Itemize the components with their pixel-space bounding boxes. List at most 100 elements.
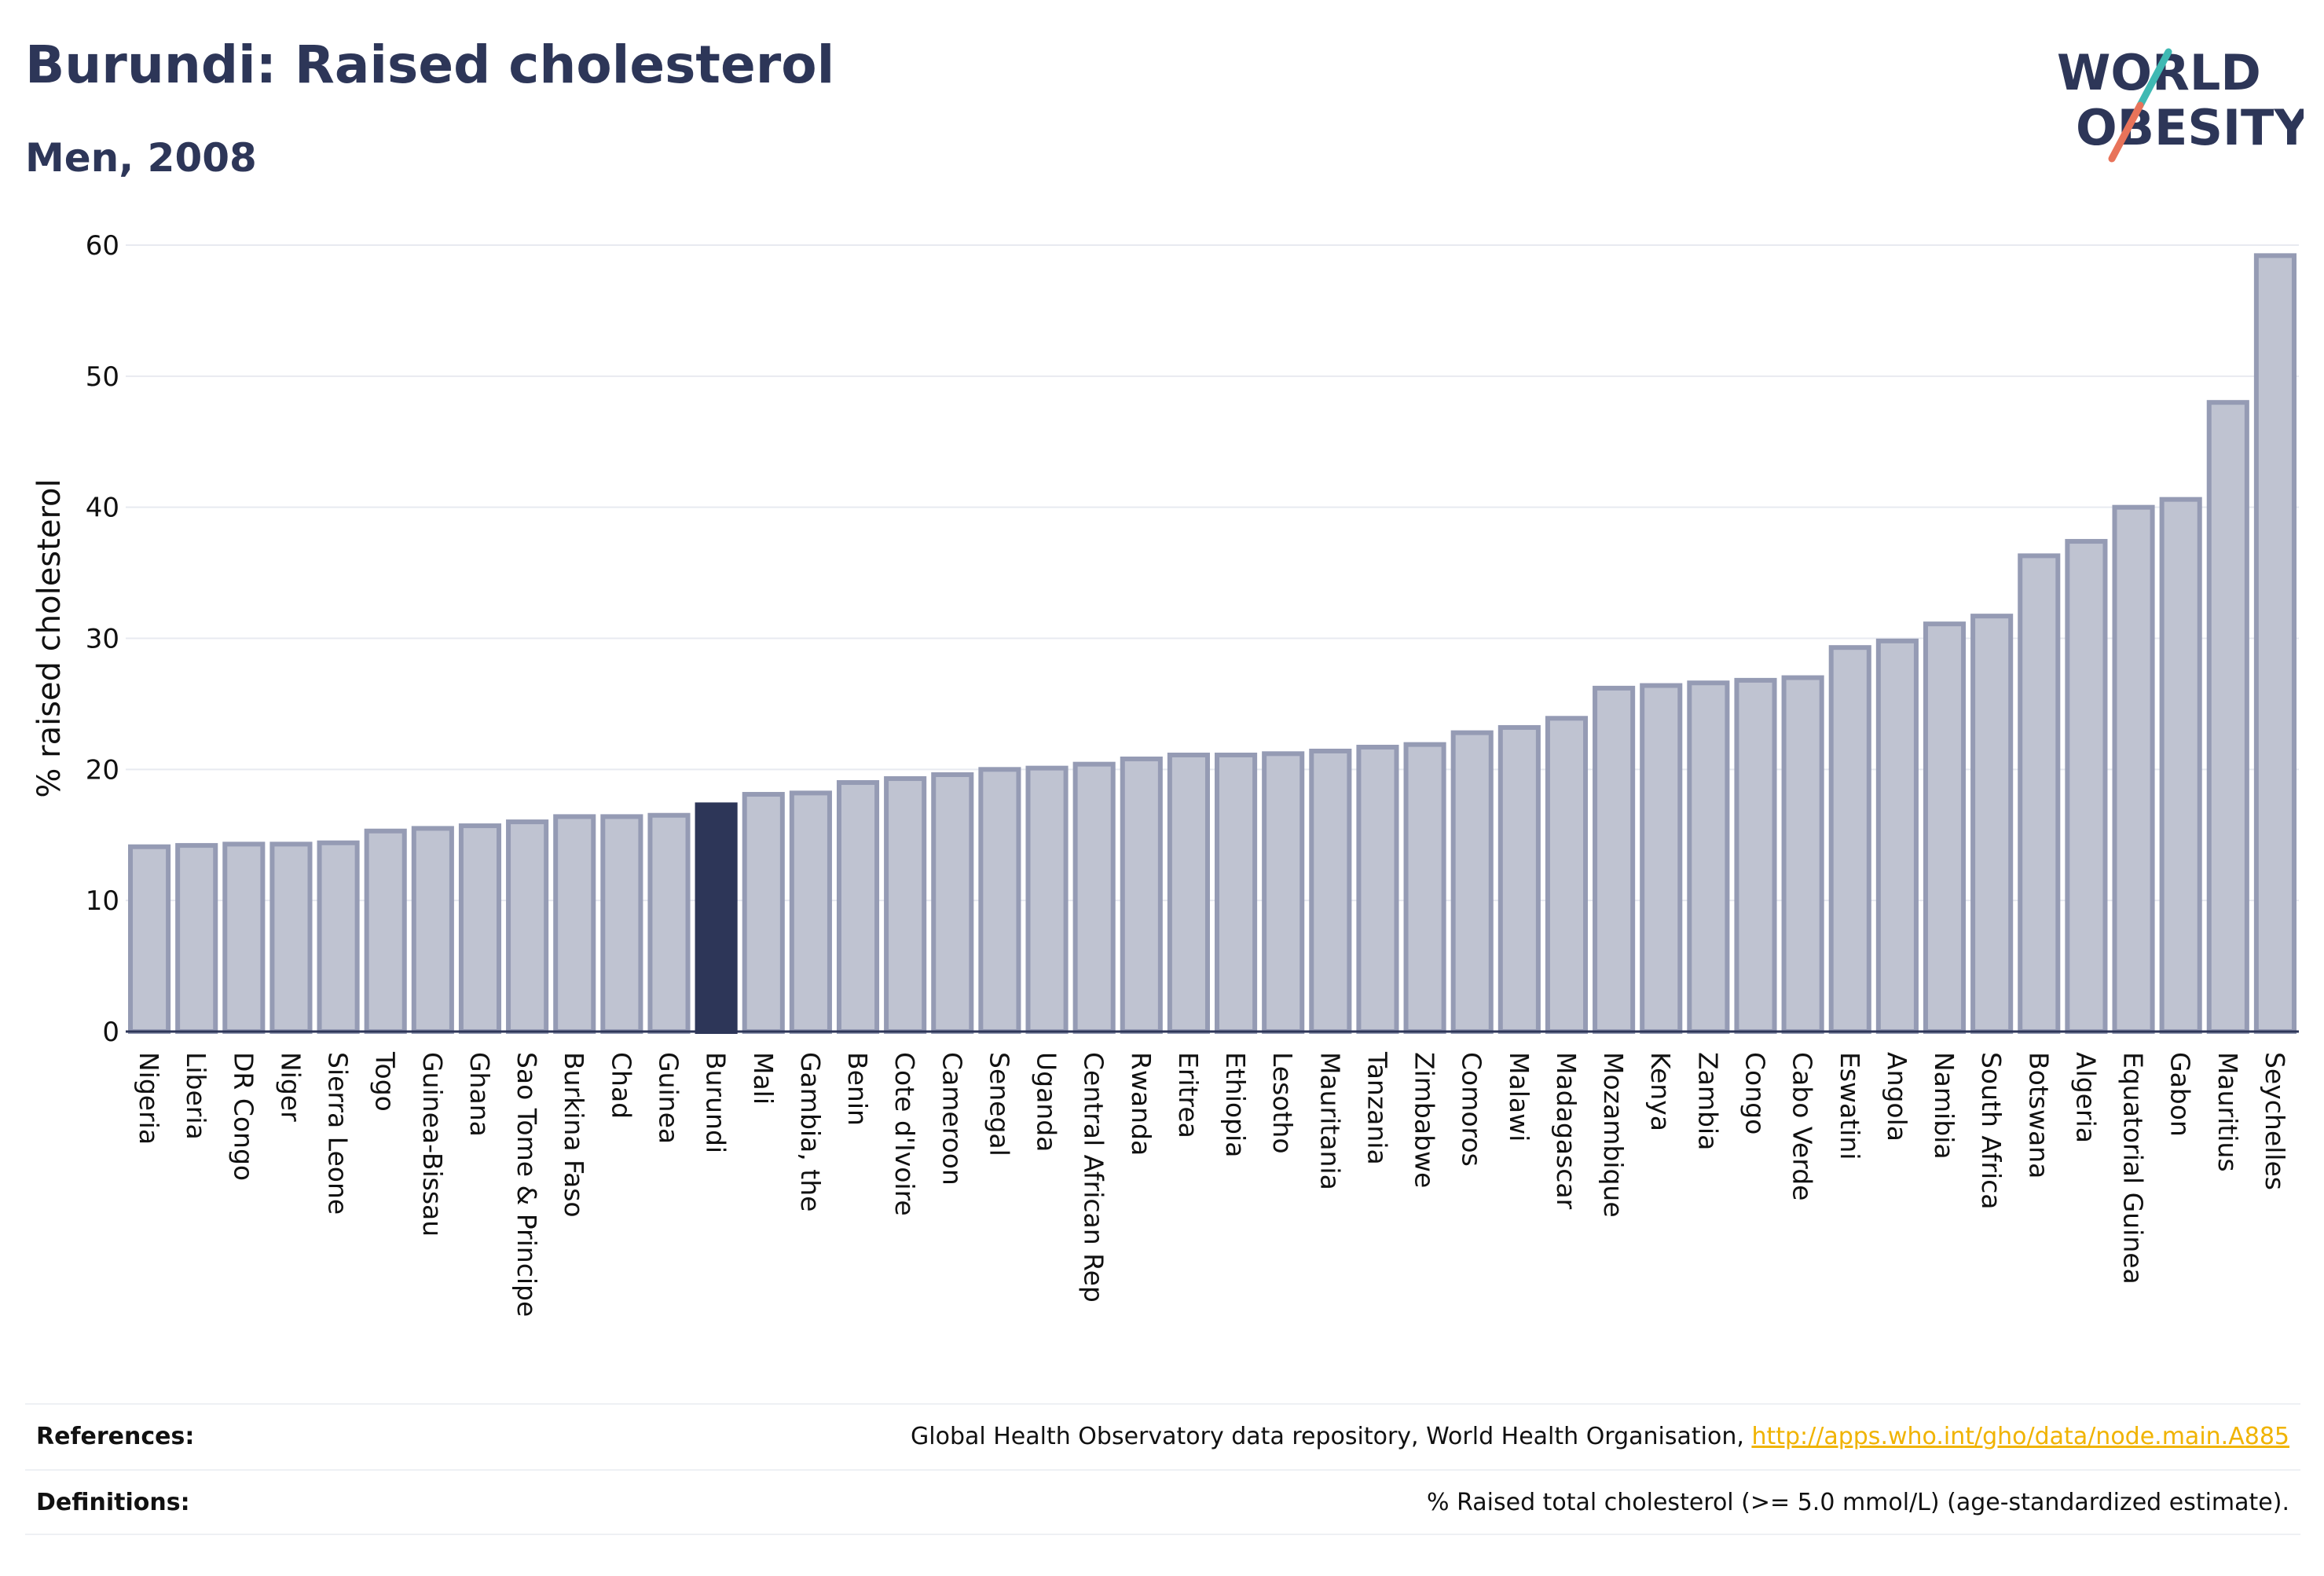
- category-label: Burundi: [701, 1052, 731, 1153]
- bar: [1970, 614, 2014, 1034]
- category-label: Cote d'Ivoire: [889, 1052, 920, 1216]
- logo-line2: OBESITY: [2076, 99, 2304, 156]
- category-label: Seychelles: [2260, 1052, 2290, 1190]
- category-label: Madagascar: [1551, 1052, 1582, 1210]
- bar: [222, 841, 266, 1035]
- y-tick-label: 50: [86, 361, 119, 393]
- footer-divider: [25, 1469, 2300, 1471]
- bar: [317, 840, 360, 1035]
- category-label: Sao Tome & Principe: [511, 1052, 542, 1317]
- bar: [128, 844, 171, 1035]
- category-label: Liberia: [181, 1052, 211, 1140]
- bar: [2159, 497, 2202, 1034]
- category-label: Gabon: [2165, 1052, 2196, 1137]
- category-label: Cabo Verde: [1787, 1052, 1818, 1200]
- bar: [1120, 756, 1163, 1035]
- y-axis-title: % raised cholesterol: [31, 478, 68, 797]
- category-label: Togo: [370, 1051, 401, 1112]
- bar: [1309, 748, 1352, 1035]
- y-tick-label: 60: [86, 230, 119, 262]
- category-label: Chad: [606, 1052, 636, 1119]
- bar: [553, 814, 596, 1034]
- category-label: Benin: [842, 1052, 873, 1126]
- references-link[interactable]: http://apps.who.int/gho/data/node.main.A…: [1751, 1422, 2289, 1450]
- bar: [1875, 638, 1919, 1034]
- category-label: Mauritius: [2212, 1052, 2243, 1172]
- category-label: Mali: [748, 1052, 779, 1105]
- category-label: Nigeria: [134, 1052, 164, 1145]
- category-label: Eritrea: [1173, 1052, 1204, 1138]
- category-label: Cameroon: [937, 1052, 967, 1186]
- bar: [1025, 765, 1069, 1034]
- category-label: Senegal: [984, 1052, 1014, 1156]
- category-label: Niger: [275, 1052, 306, 1122]
- bar: [411, 826, 454, 1034]
- category-label: Gambia, the: [795, 1052, 826, 1211]
- footer-divider: [25, 1403, 2300, 1405]
- category-label: Central African Rep: [1079, 1052, 1109, 1303]
- category-label: Mauritania: [1314, 1052, 1345, 1190]
- bar: [836, 780, 880, 1034]
- bar: [789, 790, 832, 1034]
- bar: [1593, 685, 1636, 1034]
- bar: [931, 772, 974, 1034]
- y-tick-label: 30: [86, 624, 119, 655]
- category-label: South Africa: [1976, 1052, 2007, 1210]
- y-tick-labels: 0 10 20 30 40 50 60: [86, 230, 119, 1048]
- category-label: Ghana: [464, 1052, 495, 1137]
- category-label: Rwanda: [1126, 1052, 1157, 1156]
- bar: [1072, 761, 1116, 1034]
- category-label: Burkina Faso: [559, 1052, 589, 1218]
- definitions-value: % Raised total cholesterol (>= 5.0 mmol/…: [1427, 1488, 2289, 1516]
- logo-slash-bottom-icon: [2108, 101, 2144, 163]
- bar: [2206, 400, 2249, 1034]
- references-value: Global Health Observatory data repositor…: [911, 1423, 2300, 1450]
- bar: [1215, 752, 1258, 1035]
- bar: [2253, 253, 2297, 1034]
- bar: [647, 812, 691, 1034]
- bar: [1781, 675, 1824, 1034]
- category-label: Algeria: [2070, 1052, 2101, 1143]
- bar: [1403, 742, 1446, 1034]
- logo-slash-top-icon: [2136, 48, 2172, 109]
- category-label: Malawi: [1504, 1052, 1534, 1142]
- y-tick-label: 20: [86, 754, 119, 786]
- category-label: Lesotho: [1267, 1052, 1298, 1154]
- category-label: Eswatini: [1835, 1052, 1865, 1160]
- category-label: Zimbabwe: [1409, 1052, 1440, 1188]
- category-label: Equatorial Guinea: [2118, 1052, 2149, 1285]
- category-label: Sierra Leone: [323, 1052, 354, 1215]
- bar: [175, 843, 218, 1035]
- footer: References: Global Health Observatory da…: [25, 1403, 2300, 1537]
- bar: [600, 814, 643, 1034]
- category-label: Mozambique: [1598, 1052, 1629, 1218]
- bar-highlighted: [695, 802, 738, 1034]
- bar: [1167, 752, 1210, 1035]
- bar: [1923, 621, 1967, 1034]
- references-label: References:: [36, 1422, 195, 1450]
- footer-divider: [25, 1534, 2300, 1535]
- bar: [2112, 504, 2155, 1034]
- bar: [1828, 645, 1871, 1034]
- bar: [2018, 553, 2061, 1034]
- references-row: References: Global Health Observatory da…: [25, 1405, 2300, 1468]
- y-tick-label: 40: [86, 493, 119, 524]
- category-label: Uganda: [1032, 1052, 1062, 1152]
- bar: [1356, 744, 1399, 1034]
- bar: [1640, 683, 1683, 1034]
- category-label: Namibia: [1929, 1052, 1959, 1160]
- category-label: Comoros: [1457, 1052, 1487, 1167]
- chart-subtitle: Men, 2008: [25, 135, 257, 181]
- bar: [269, 841, 313, 1035]
- bar: [364, 828, 407, 1034]
- bar: [1450, 730, 1494, 1034]
- bar: [458, 823, 502, 1034]
- category-label: Angola: [1882, 1052, 1912, 1142]
- bar: [978, 767, 1021, 1034]
- category-label: Kenya: [1645, 1052, 1676, 1131]
- chart-title: Burundi: Raised cholesterol: [25, 35, 835, 95]
- bar: [1262, 751, 1305, 1035]
- category-label: Guinea: [654, 1052, 684, 1144]
- category-label: Congo: [1740, 1052, 1771, 1134]
- category-label: Tanzania: [1362, 1051, 1392, 1165]
